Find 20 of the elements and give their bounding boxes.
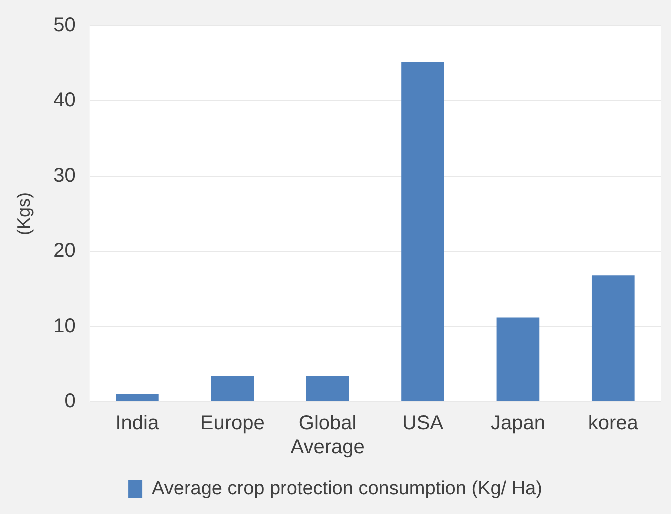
y-tick-label: 30 [54, 164, 76, 187]
y-tick-label: 10 [54, 315, 76, 338]
bar [306, 376, 350, 402]
y-axis-title: (Kgs) [14, 192, 34, 236]
x-tick-label: Europe [200, 412, 265, 435]
x-tick-label: USA [402, 412, 444, 435]
x-tick-label: Global Average [290, 412, 365, 459]
y-tick-label: 20 [54, 240, 76, 262]
y-tick-label: 40 [54, 90, 76, 112]
x-tick-label: India [116, 412, 160, 435]
bar [402, 62, 444, 402]
y-tick-label: 50 [54, 14, 76, 37]
y-tick-label: 0 [64, 390, 76, 413]
bar [496, 318, 540, 402]
x-tick-label: Japan [490, 412, 546, 435]
legend-label: Average crop protection consumption (Kg/ Ha) [152, 478, 542, 500]
bar [211, 376, 254, 402]
bar [116, 394, 159, 402]
bar [592, 276, 635, 402]
x-tick-label: korea [588, 412, 640, 435]
